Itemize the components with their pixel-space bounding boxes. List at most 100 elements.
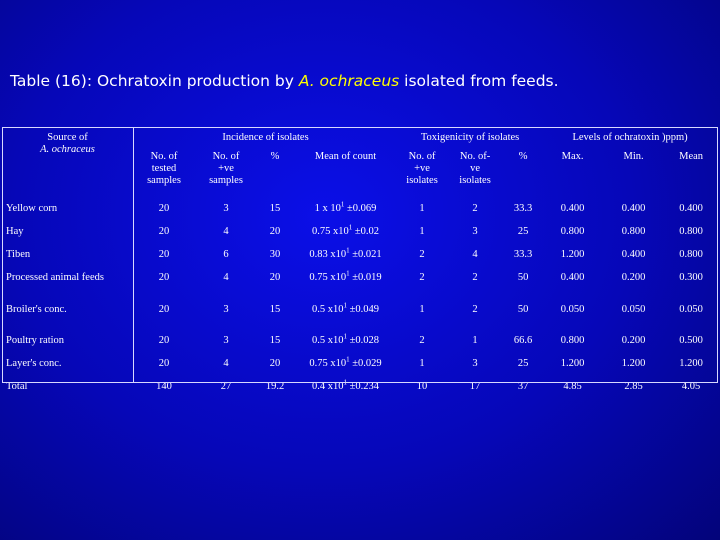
- tested-cell: 20: [158, 303, 170, 315]
- neg-isolates-cell: 3: [472, 357, 478, 369]
- max-cell: 1.200: [560, 248, 585, 260]
- max-cell: 0.800: [560, 225, 585, 237]
- mean-error: ±0.028: [347, 334, 380, 346]
- source-cell: Yellow corn: [6, 202, 58, 214]
- mean-cell: 0.500: [679, 334, 703, 346]
- header-pos-isolates-l1: No. of: [408, 151, 436, 162]
- header-min: Min.: [623, 151, 644, 162]
- pos-isolates-cell: 10: [416, 381, 428, 392]
- source-cell: Broiler's conc.: [6, 303, 67, 315]
- mean-base: 0.75 x10: [309, 357, 347, 369]
- max-cell: 1.200: [560, 357, 585, 369]
- mean-cell: 1.200: [679, 357, 703, 369]
- mean-exponent: 1: [348, 223, 353, 231]
- min-cell: 0.800: [621, 225, 646, 237]
- mean-base: 0.5 x10: [312, 334, 344, 346]
- min-cell: 0.200: [621, 334, 646, 346]
- table-row: Tiben 20 6 30 0.83 x101 ±0.021 2 4 33.3 1.200 0.4…: [2, 243, 718, 266]
- neg-isolates-cell: 2: [472, 303, 478, 315]
- mean-error: ±0.021: [349, 248, 382, 260]
- header-neg-isolates-l2: ve: [470, 163, 480, 174]
- mean-cell: 0.300: [679, 272, 703, 283]
- page-title: Table (16): Ochratoxin production by A. …: [10, 72, 710, 90]
- min-cell: 2.85: [624, 381, 643, 392]
- max-cell: 4.85: [563, 381, 582, 392]
- pos-isolates-cell: 1: [419, 357, 425, 369]
- header-mean-count: Mean of count: [314, 151, 377, 162]
- pos-isolates-cell: 2: [419, 272, 425, 283]
- header-pct: %: [270, 151, 280, 162]
- title-prefix: Table (16): Ochratoxin production by: [10, 72, 299, 90]
- positive-cell: 6: [223, 248, 229, 260]
- header-pos-isolates: No. of +ve isolates: [398, 148, 446, 197]
- pct-cell: 20: [269, 272, 281, 283]
- mean-error: ±0.234: [347, 381, 380, 392]
- mean-error: ±0.02: [352, 225, 380, 237]
- tested-cell: 20: [158, 357, 170, 369]
- pct2-cell: 25: [517, 225, 529, 237]
- mean-error: ±0.049: [347, 303, 380, 315]
- neg-isolates-cell: 2: [472, 272, 478, 283]
- pos-isolates-cell: 2: [419, 248, 425, 260]
- header-row-sub: No. of tested samples No. of +ve samples…: [2, 148, 718, 197]
- pct2-cell: 33.3: [513, 202, 533, 214]
- table-row: Yellow corn 20 3 15 1 x 101 ±0.069 1 2 33.3 0.40…: [2, 197, 718, 220]
- mean-exponent: 1: [343, 301, 348, 309]
- pos-isolates-cell: 1: [419, 225, 425, 237]
- mean-error: ±0.029: [349, 357, 382, 369]
- source-cell: Tiben: [6, 248, 31, 260]
- table-row: Broiler's conc. 20 3 15 0.5 x101 ±0.049 1 2 50 0…: [2, 290, 718, 329]
- tested-cell: 20: [158, 202, 170, 214]
- tested-cell: 20: [158, 334, 170, 346]
- tested-cell: 140: [156, 381, 172, 392]
- positive-cell: 3: [223, 202, 229, 214]
- table-row: Total 140 27 19.2 0.4 x101 ±0.234 10 17 37 4.85 2…: [2, 375, 718, 399]
- title-organism: A. ochraceus: [298, 72, 400, 90]
- pct2-cell: 33.3: [513, 248, 533, 260]
- positive-cell: 4: [223, 225, 229, 237]
- header-tested: No. of tested samples: [133, 148, 195, 197]
- neg-isolates-cell: 3: [472, 225, 478, 237]
- mean-count-cell: 0.75 x101 ±0.02: [293, 220, 398, 243]
- neg-isolates-cell: 1: [472, 334, 478, 346]
- table-row: Hay 20 4 20 0.75 x101 ±0.02 1 3 25 0.800 0.800 0.8…: [2, 220, 718, 243]
- mean-base: 1 x 10: [314, 202, 341, 214]
- source-cell: Poultry ration: [6, 334, 65, 346]
- max-cell: 0.800: [560, 334, 585, 346]
- mean-count-cell: 0.5 x101 ±0.028: [293, 329, 398, 352]
- tested-cell: 20: [158, 248, 170, 260]
- mean-base: 0.4 x10: [312, 381, 344, 392]
- source-cell: Hay: [6, 225, 24, 237]
- source-cell: Total: [6, 381, 28, 392]
- pct-cell: 19.2: [265, 381, 285, 392]
- pct-cell: 30: [269, 248, 281, 260]
- pos-isolates-cell: 1: [419, 202, 425, 214]
- mean-base: 0.83 x10: [309, 248, 347, 260]
- neg-isolates-cell: 17: [469, 381, 481, 392]
- header-positive-l2: +ve: [218, 163, 234, 174]
- mean-base: 0.5 x10: [312, 303, 344, 315]
- pct2-cell: 50: [517, 272, 529, 283]
- header-tested-l2: tested: [151, 163, 177, 174]
- table-row: Poultry ration 20 3 15 0.5 x101 ±0.028 2 1 66.6…: [2, 329, 718, 352]
- pct2-cell: 50: [517, 303, 529, 315]
- mean-count-cell: 0.4 x101 ±0.234: [293, 375, 398, 399]
- neg-isolates-cell: 2: [472, 202, 478, 214]
- positive-cell: 4: [223, 357, 229, 369]
- header-max: Max.: [561, 151, 584, 162]
- tested-cell: 20: [158, 225, 170, 237]
- mean-exponent: 1: [346, 269, 350, 278]
- source-cell: Layer's conc.: [6, 357, 62, 369]
- pct-cell: 15: [269, 202, 281, 214]
- mean-base: 0.75 x10: [312, 225, 349, 237]
- mean-cell: 4.05: [681, 381, 701, 392]
- max-cell: 0.050: [560, 303, 585, 315]
- mean-count-cell: 0.5 x101 ±0.049: [293, 290, 398, 329]
- header-mean: Mean: [679, 151, 704, 162]
- header-neg-isolates-l3: isolates: [459, 175, 491, 186]
- table-row: Processed animal feeds 20 4 20 0.75 x101 ±0.…: [2, 266, 718, 290]
- mean-cell: 0.400: [679, 202, 703, 214]
- pct2-cell: 25: [517, 357, 529, 369]
- table-divider: [133, 127, 134, 383]
- mean-cell: 0.050: [679, 303, 703, 315]
